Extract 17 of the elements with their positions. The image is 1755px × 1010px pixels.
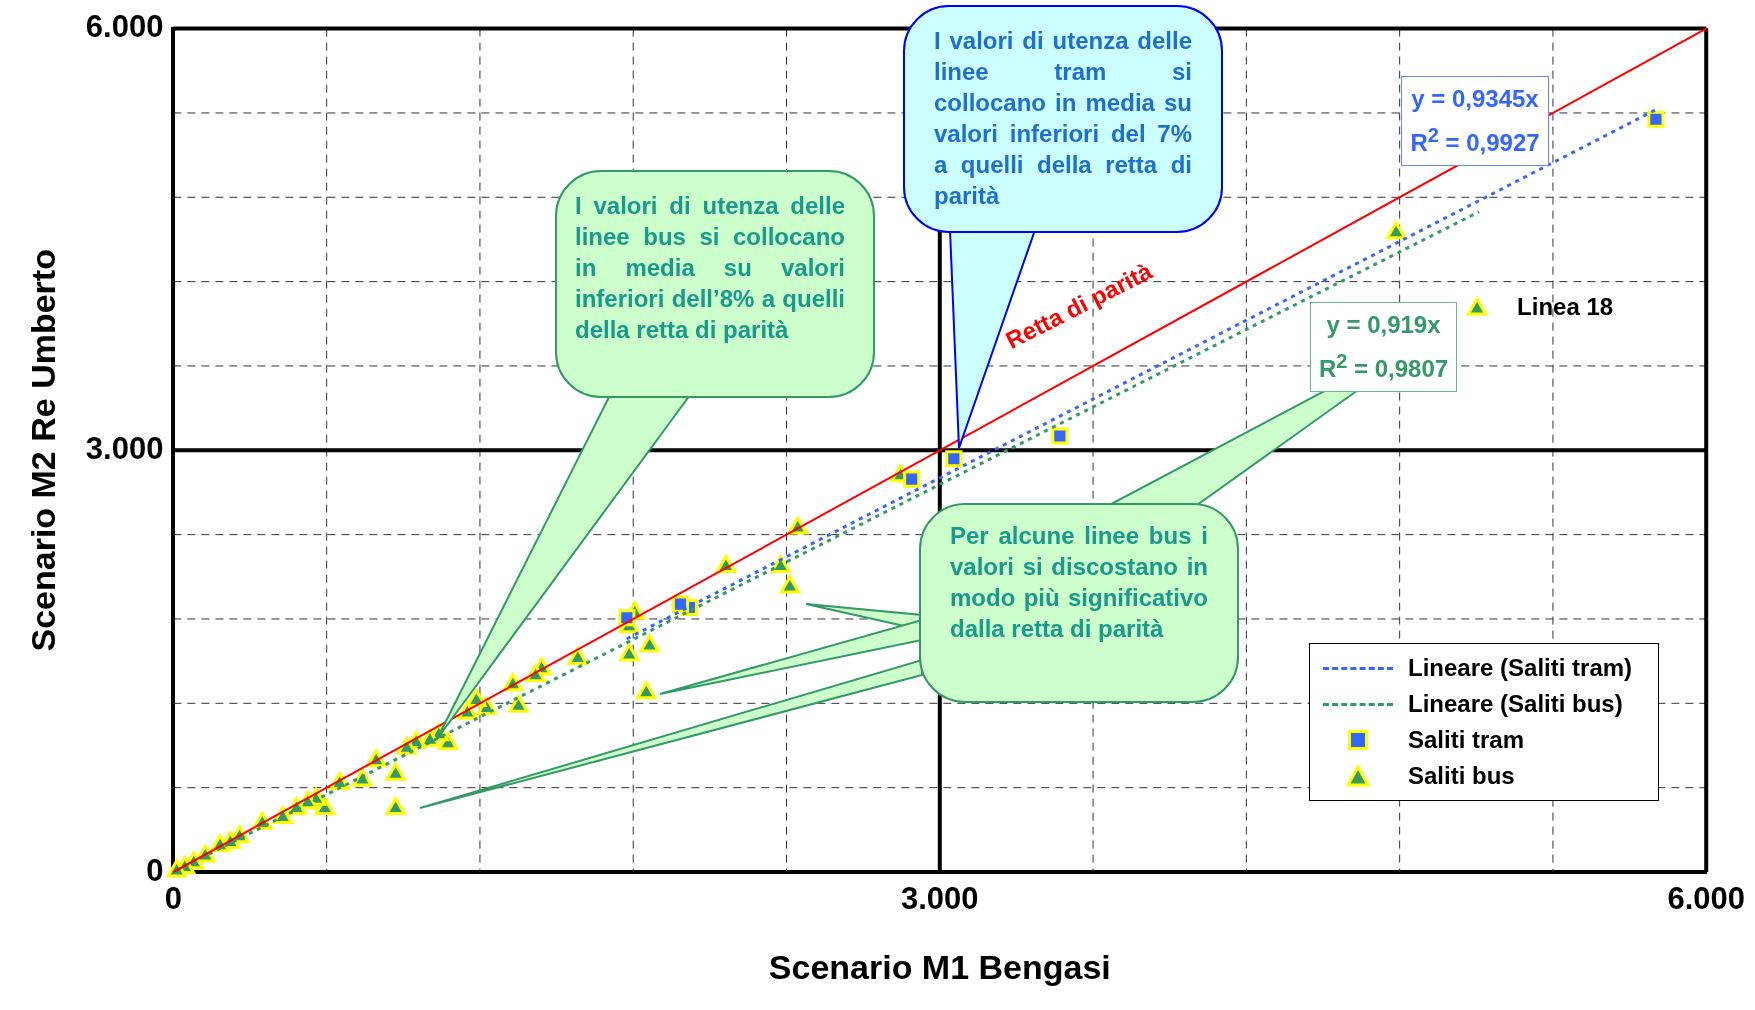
y-tick-label: 6.000	[85, 9, 164, 45]
annotation: Per alcune linee bus i valori si discostano in modo più significativo dalla retta di parità	[950, 521, 1208, 644]
x-axis-title: Scenario M1 Bengasi	[768, 947, 1111, 986]
annotation: Linea 18	[1517, 292, 1614, 321]
y-axis-title: Scenario M2 Re Umberto	[23, 249, 62, 652]
legend-label: Lineare (Saliti bus)	[1408, 690, 1623, 718]
x-tick-label: 6.000	[1667, 881, 1745, 917]
x-tick-label: 3.000	[901, 881, 979, 917]
annotation: y = 0,919x R$^{2}$ = 0,9807	[1310, 302, 1457, 392]
y-tick-label: 0	[146, 852, 164, 888]
y-tick-label: 3.000	[85, 430, 164, 466]
legend-label: Saliti tram	[1408, 726, 1525, 754]
annotation: y = 0,9345x R$^{2}$ = 0,9927	[1401, 76, 1549, 166]
annotation: I valori di utenza delle linee bus si collocano in media su valori inferiori dell’8% a quelli della retta di parità	[575, 191, 845, 345]
annotation: I valori di utenza delle linee tram si collocano in media su valori inferiori del 7% a quelli della retta di parità	[934, 26, 1192, 211]
legend-label: Saliti bus	[1408, 762, 1515, 790]
legend-label: Lineare (Saliti tram)	[1408, 654, 1633, 682]
